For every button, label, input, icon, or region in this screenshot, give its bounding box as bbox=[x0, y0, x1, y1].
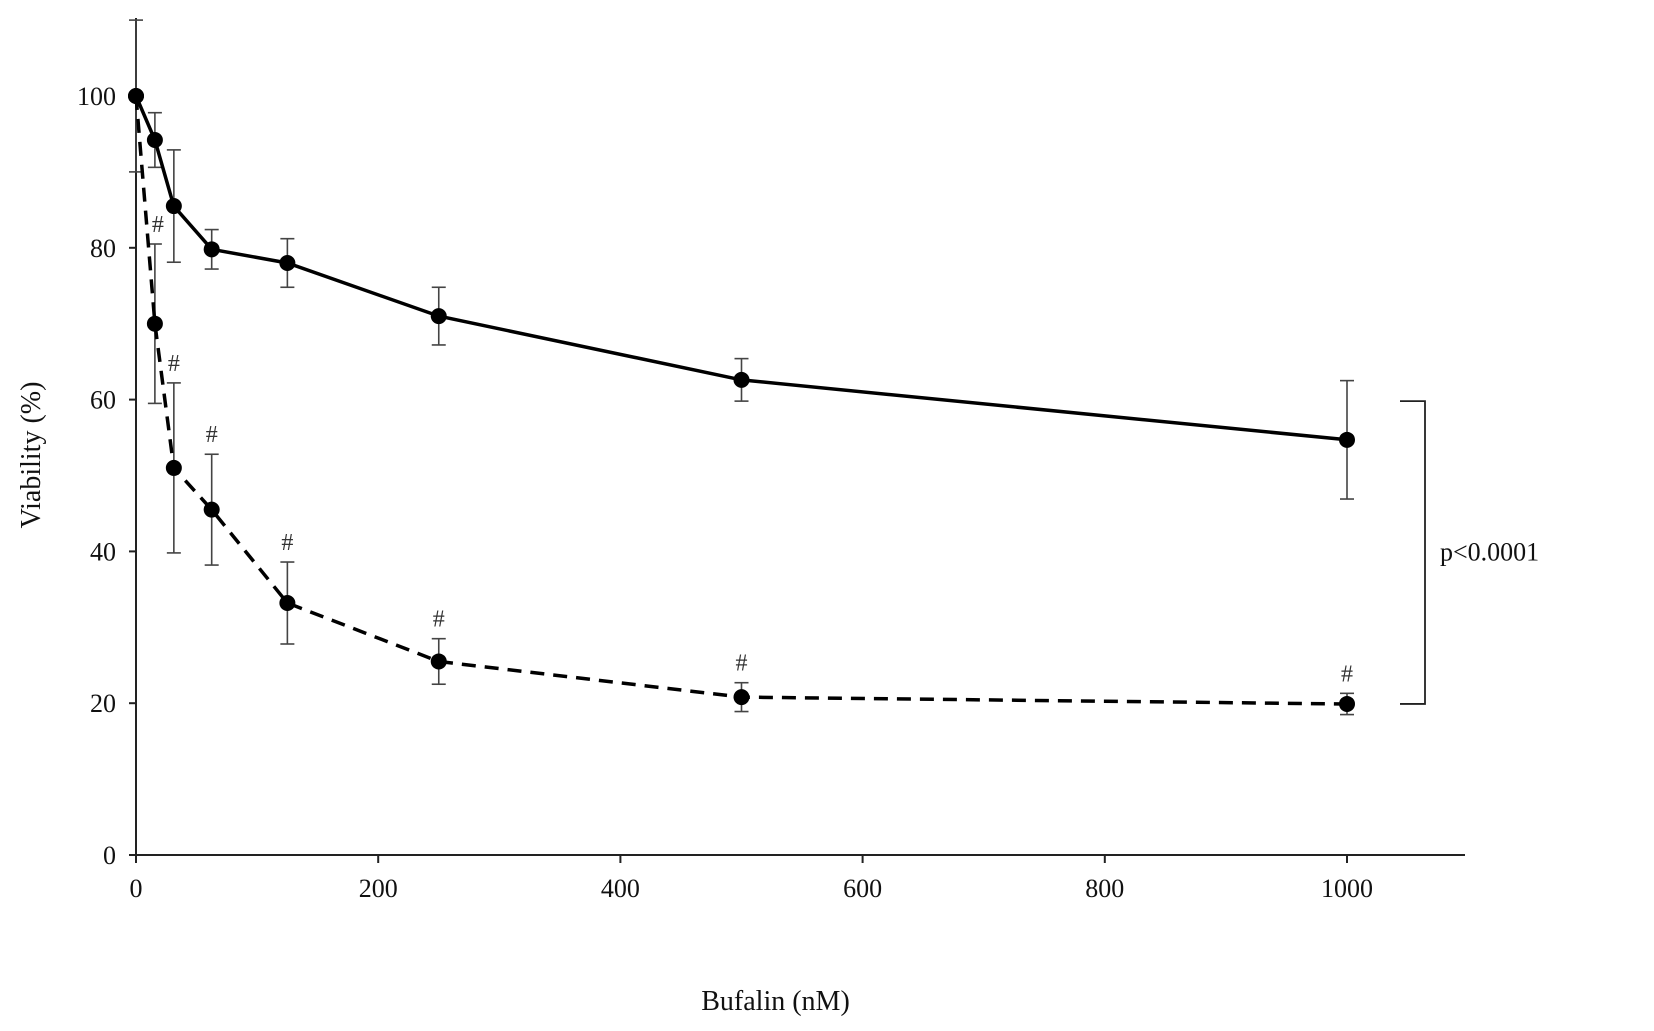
point-solid-5 bbox=[430, 308, 447, 325]
point-solid-6 bbox=[733, 371, 750, 388]
significance-mark-2: # bbox=[168, 351, 180, 377]
x-tick-label-1000: 1000 bbox=[1321, 874, 1373, 903]
p-value-label: p<0.0001 bbox=[1440, 538, 1539, 567]
significance-mark-4: # bbox=[281, 530, 293, 556]
point-dashed-3 bbox=[203, 501, 220, 518]
data-points bbox=[128, 88, 1355, 712]
x-axis-title: Bufalin (nM) bbox=[701, 986, 850, 1017]
point-dashed-6 bbox=[733, 689, 750, 706]
y-tick-label-80: 80 bbox=[90, 234, 116, 263]
point-solid-4 bbox=[279, 254, 296, 271]
series-lines bbox=[134, 95, 1348, 706]
y-tick-label-40: 40 bbox=[90, 537, 116, 566]
y-tick-label-100: 100 bbox=[77, 82, 116, 111]
y-ticks: 0 20 40 60 80 100 bbox=[77, 82, 136, 870]
x-ticks: 0 200 400 600 800 1000 bbox=[130, 855, 1373, 903]
point-dashed-0 bbox=[128, 88, 144, 104]
x-tick-label-0: 0 bbox=[130, 874, 143, 903]
significance-mark-7: # bbox=[1341, 661, 1353, 687]
point-solid-7 bbox=[1339, 431, 1355, 448]
significance-mark-6: # bbox=[736, 651, 748, 677]
y-tick-label-0: 0 bbox=[103, 841, 116, 870]
point-solid-3 bbox=[203, 241, 220, 258]
series-line-dashed bbox=[134, 95, 1348, 706]
point-dashed-1 bbox=[146, 315, 163, 332]
y-tick-label-60: 60 bbox=[90, 386, 116, 415]
x-tick-label-200: 200 bbox=[359, 874, 398, 903]
point-dashed-4 bbox=[279, 595, 296, 612]
error-bars bbox=[129, 19, 1354, 716]
significance-mark-5: # bbox=[433, 607, 445, 633]
x-tick-label-400: 400 bbox=[601, 874, 640, 903]
point-solid-2 bbox=[165, 198, 182, 215]
annotations: p<0.0001 bbox=[1400, 400, 1539, 705]
point-dashed-7 bbox=[1339, 695, 1355, 712]
y-tick-label-20: 20 bbox=[90, 689, 116, 718]
point-solid-1 bbox=[146, 132, 163, 149]
x-tick-label-600: 600 bbox=[843, 874, 882, 903]
point-dashed-5 bbox=[430, 653, 447, 670]
significance-bracket bbox=[1400, 400, 1426, 705]
significance-mark-3: # bbox=[206, 422, 218, 448]
point-dashed-2 bbox=[165, 459, 182, 476]
x-tick-label-800: 800 bbox=[1085, 874, 1124, 903]
axes bbox=[135, 18, 1465, 856]
series-line-solid bbox=[134, 95, 1348, 442]
y-axis-title: Viability (%) bbox=[16, 382, 47, 529]
significance-marks: # # # # # # # bbox=[152, 212, 1353, 687]
significance-mark-1: # bbox=[152, 212, 164, 238]
